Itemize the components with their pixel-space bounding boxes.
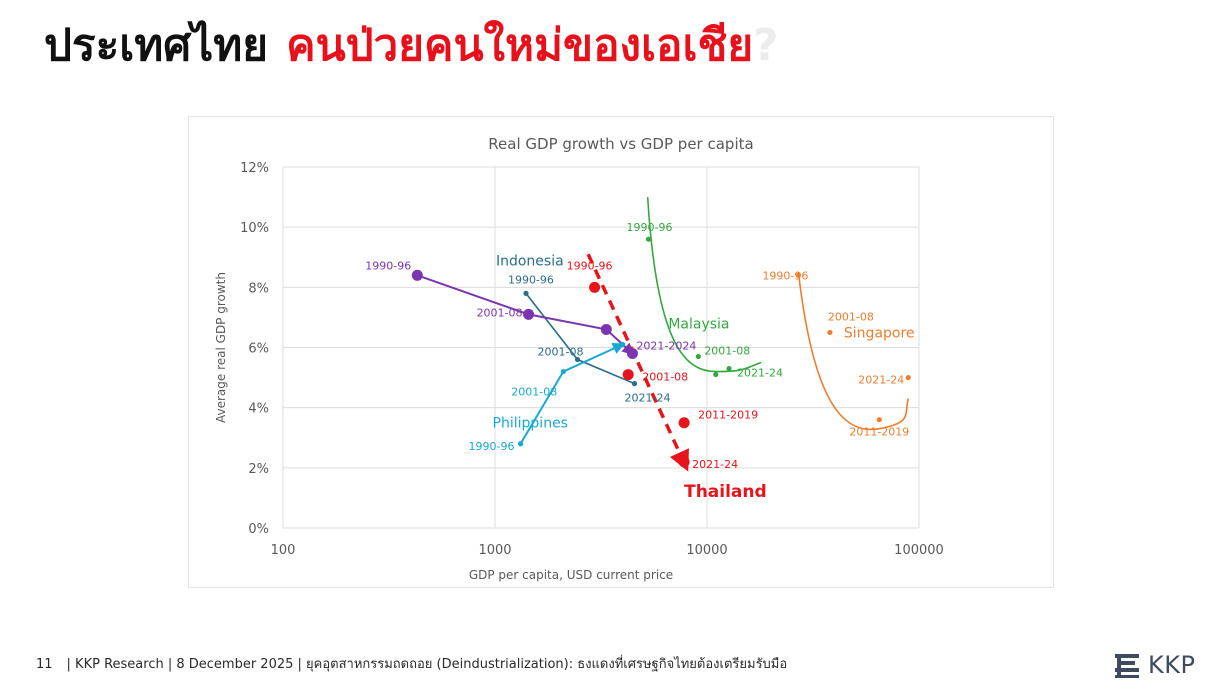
point-label-philippines: 2001-08 (511, 386, 557, 399)
series-name-thailand: Thailand (684, 482, 767, 502)
point-unnamed-3 (626, 348, 638, 360)
series-indonesia-path (525, 292, 635, 385)
point-indonesia (574, 356, 581, 363)
y-tick-label: 10% (240, 221, 269, 236)
title-red-part: คนป่วยคนใหม่ของเอเชีย (286, 20, 754, 71)
title-black-part: ประเทศไทย (44, 20, 269, 71)
point-label-malaysia: 1990-96 (627, 221, 673, 234)
point-label-thailand: 2001-08 (642, 371, 688, 384)
point-unnamed-3 (600, 323, 612, 335)
point-singapore (827, 329, 833, 336)
point-label-malaysia: 2021-24 (737, 367, 783, 380)
point-thailand (589, 281, 601, 293)
point-malaysia (713, 371, 719, 378)
x-tick-label: 10000 (686, 543, 727, 558)
point-label-thailand: 2021-24 (692, 458, 738, 471)
point-label-unnamed-3: 2021-2024 (636, 340, 696, 353)
y-tick-label: 8% (248, 281, 269, 296)
kkp-logo: KKP (1112, 648, 1195, 682)
point-label-singapore: 2021-24 (858, 374, 904, 387)
logo-text: KKP (1148, 651, 1196, 679)
series-singapore-curve (797, 272, 910, 431)
point-label-unnamed-3: 2001-08 (477, 306, 523, 319)
y-tick-label: 4% (248, 402, 269, 417)
y-tick-label: 0% (248, 522, 269, 537)
series-name-indonesia: Indonesia (496, 253, 564, 269)
series-name-philippines: Philippines (493, 416, 568, 432)
point-malaysia (726, 365, 732, 372)
point-thailand (678, 456, 690, 468)
point-label-singapore: 1990-96 (762, 269, 808, 282)
point-malaysia (645, 236, 652, 242)
point-label-singapore: 2011-2019 (849, 426, 909, 439)
point-philippines (560, 368, 566, 375)
point-singapore (876, 417, 882, 423)
chart-frame: Real GDP growth vs GDP per capita 0% 2% 4% 6… (188, 116, 1054, 588)
chart: Real GDP growth vs GDP per capita 0% 2% 4% 6… (214, 135, 944, 582)
footer-text: | KKP Research | 8 December 2025 | ยุคอุ… (66, 657, 788, 672)
y-tick-label: 2% (248, 462, 269, 477)
point-label-thailand: 2011-2019 (698, 409, 758, 422)
slide-title: ประเทศไทย คนป่วยคนใหม่ของเอเชีย? (44, 14, 779, 78)
point-label-indonesia: 2021-24 (624, 392, 670, 405)
series-thailand-trend (586, 253, 689, 472)
point-singapore (795, 272, 802, 278)
point-indonesia (631, 381, 638, 387)
point-label-singapore: 2001-08 (828, 310, 874, 323)
point-unnamed-3 (523, 308, 535, 320)
point-label-indonesia: 1990-96 (508, 273, 554, 286)
point-label-thailand: 1990-96 (567, 259, 613, 272)
footer: 11 | KKP Research | 8 December 2025 | ยุค… (36, 653, 787, 677)
point-thailand (622, 369, 634, 381)
x-axis-title: GDP per capita, USD current price (469, 568, 673, 582)
point-label-unnamed-3: 1990-96 (365, 259, 411, 272)
point-unnamed-3 (411, 269, 423, 281)
point-malaysia (695, 353, 701, 360)
point-label-malaysia: 2001-08 (704, 345, 750, 358)
page-number: 11 (36, 657, 53, 672)
x-tick-label: 1000 (478, 543, 511, 558)
point-philippines (620, 341, 626, 348)
chart-title: Real GDP growth vs GDP per capita (488, 135, 753, 153)
series-malaysia-curve (646, 197, 762, 373)
kkp-logo-icon (1115, 654, 1139, 678)
title-question-mark: ? (753, 20, 779, 71)
x-tick-label: 100 (271, 543, 296, 558)
y-tick-label: 6% (248, 342, 269, 357)
series-name-malaysia: Malaysia (668, 316, 729, 332)
series-unnamed-3-path (416, 274, 635, 356)
point-indonesia (523, 290, 529, 296)
series-name-singapore: Singapore (844, 325, 915, 341)
y-axis-title: Average real GDP growth (214, 272, 228, 423)
point-singapore (905, 374, 911, 381)
y-tick-label: 12% (240, 161, 269, 176)
point-thailand (678, 417, 690, 429)
point-philippines (517, 441, 524, 447)
x-tick-label: 100000 (894, 543, 944, 558)
point-label-philippines: 1990-96 (469, 440, 515, 453)
point-label-indonesia: 2001-08 (538, 346, 584, 359)
